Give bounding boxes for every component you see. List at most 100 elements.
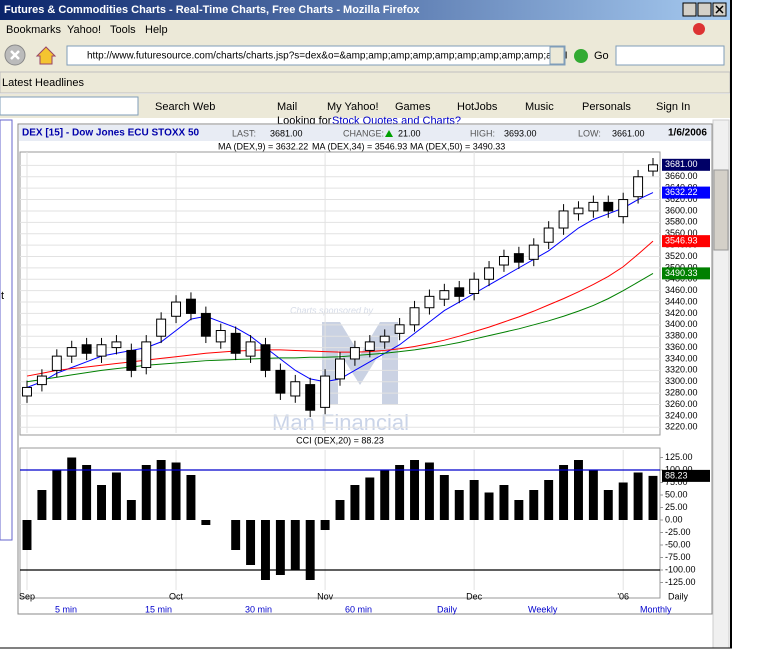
cci-bar xyxy=(648,475,658,520)
toolbar-item[interactable]: Sign In xyxy=(656,101,690,113)
candle-body xyxy=(51,355,62,371)
cci-bar xyxy=(350,485,360,520)
value-badge-label: 3490.33 xyxy=(665,268,698,278)
cci-bar xyxy=(261,520,270,580)
y-tick-label: 3400.00 xyxy=(665,319,698,329)
url-dropdown[interactable] xyxy=(549,46,565,65)
candle-body xyxy=(618,199,629,218)
y-tick-label: 3220.00 xyxy=(665,422,698,432)
chart-title: DEX [15] - Dow Jones ECU STOXX 50 xyxy=(22,128,200,139)
menu-item[interactable]: Tools xyxy=(110,24,136,36)
toolbar-item[interactable]: Games xyxy=(395,101,431,113)
toolbar-item[interactable]: Personals xyxy=(582,101,631,113)
info-row xyxy=(19,125,711,141)
candle-body xyxy=(200,312,211,337)
maximize-button[interactable] xyxy=(697,2,712,17)
interval-link[interactable]: 60 min xyxy=(345,604,372,614)
close-icon xyxy=(715,5,724,14)
sponsor-name: Man Financial xyxy=(272,410,409,435)
y-tick-label: 3500.00 xyxy=(665,262,698,272)
x-tick-label: Sep xyxy=(19,591,35,601)
interval-link[interactable]: 5 min xyxy=(55,604,77,614)
scroll-thumb[interactable] xyxy=(713,169,729,251)
side-text: t xyxy=(1,290,4,302)
legend-entry: MA (DEX,50) = 3490.33 xyxy=(410,141,505,151)
toolbar-item[interactable]: My Yahoo! xyxy=(327,101,379,113)
candle-body xyxy=(305,384,316,411)
cci-bar xyxy=(290,520,300,570)
candle-body xyxy=(185,298,196,314)
candle-body xyxy=(513,253,524,263)
url-field[interactable] xyxy=(66,45,566,66)
y-tick-label: 25.00 xyxy=(665,502,688,512)
y-tick-label: 0.00 xyxy=(665,514,683,524)
menu-bar xyxy=(0,20,730,39)
stop-icon xyxy=(10,50,20,60)
cci-bar xyxy=(588,470,598,520)
stat-label: LAST: xyxy=(232,128,256,138)
stop-indicator xyxy=(693,23,705,35)
toolbar-search-box[interactable] xyxy=(0,96,139,116)
cci-bar xyxy=(365,477,375,520)
candle-body xyxy=(379,335,390,343)
window-title: Futures & Commodities Charts - Real-Time… xyxy=(4,4,420,16)
minimize-button[interactable] xyxy=(682,2,697,17)
candle-body xyxy=(439,290,450,300)
candle-body xyxy=(230,332,241,354)
cci-bar xyxy=(201,520,211,525)
window-buttons[interactable] xyxy=(682,2,727,17)
toolbar-item[interactable]: HotJobs xyxy=(457,101,498,113)
side-frame xyxy=(0,119,13,541)
interval-link[interactable]: Monthly xyxy=(640,604,672,614)
cci-bar xyxy=(380,470,390,520)
y-tick-label: 3560.00 xyxy=(665,228,698,238)
candle-body xyxy=(22,386,32,397)
cci-bar xyxy=(424,462,434,520)
x-tick-label: Nov xyxy=(317,591,334,601)
cci-bar xyxy=(22,520,32,550)
candle-body xyxy=(275,369,286,394)
y-tick-label: 3300.00 xyxy=(665,376,698,386)
cci-bar xyxy=(111,472,121,520)
toolbar-item[interactable]: Mail xyxy=(277,101,297,113)
stat-value: 3693.00 xyxy=(504,128,537,138)
cci-bar xyxy=(484,492,494,520)
candle-body xyxy=(96,344,107,357)
bookmark-link[interactable]: Latest Headlines xyxy=(2,77,84,89)
stat-value: 3661.00 xyxy=(612,128,645,138)
value-badge-label: 3632.22 xyxy=(665,187,698,197)
interval-link[interactable]: 15 min xyxy=(145,604,172,614)
y-tick-label: 3280.00 xyxy=(665,388,698,398)
cci-bar xyxy=(82,465,92,520)
watermark: Charts sponsored by Man Financial xyxy=(272,305,409,434)
cci-bar xyxy=(410,460,419,520)
cci-bar xyxy=(574,460,583,520)
y-tick-label: 3260.00 xyxy=(665,399,698,409)
menu-item[interactable]: Help xyxy=(145,24,168,36)
cci-bar xyxy=(544,480,554,520)
y-tick-label: 3380.00 xyxy=(665,331,698,341)
chart-date: 1/6/2006 xyxy=(668,128,707,139)
home-button[interactable] xyxy=(35,46,57,65)
y-tick-label: 3440.00 xyxy=(665,296,698,306)
candle-body xyxy=(335,358,345,380)
go-icon[interactable] xyxy=(574,49,588,63)
interval-link[interactable]: Daily xyxy=(437,604,458,614)
candle-body xyxy=(469,278,480,295)
cci-bar xyxy=(171,462,181,520)
candle-body xyxy=(141,341,152,369)
candle-body xyxy=(498,255,509,266)
go-button[interactable]: Go xyxy=(594,50,609,62)
interval-link[interactable]: Weekly xyxy=(528,604,558,614)
toolbar-item[interactable]: Search Web xyxy=(155,101,215,113)
menu-item[interactable]: Bookmarks xyxy=(6,24,62,36)
search-field[interactable] xyxy=(615,45,725,66)
stat-label: LOW: xyxy=(578,128,601,138)
candle-body xyxy=(260,344,271,371)
menu-item[interactable]: Yahoo! xyxy=(67,24,101,36)
stat-value: 3681.00 xyxy=(270,128,303,138)
cci-bar xyxy=(335,500,345,520)
toolbar-item[interactable]: Music xyxy=(525,101,554,113)
interval-link[interactable]: 30 min xyxy=(245,604,272,614)
